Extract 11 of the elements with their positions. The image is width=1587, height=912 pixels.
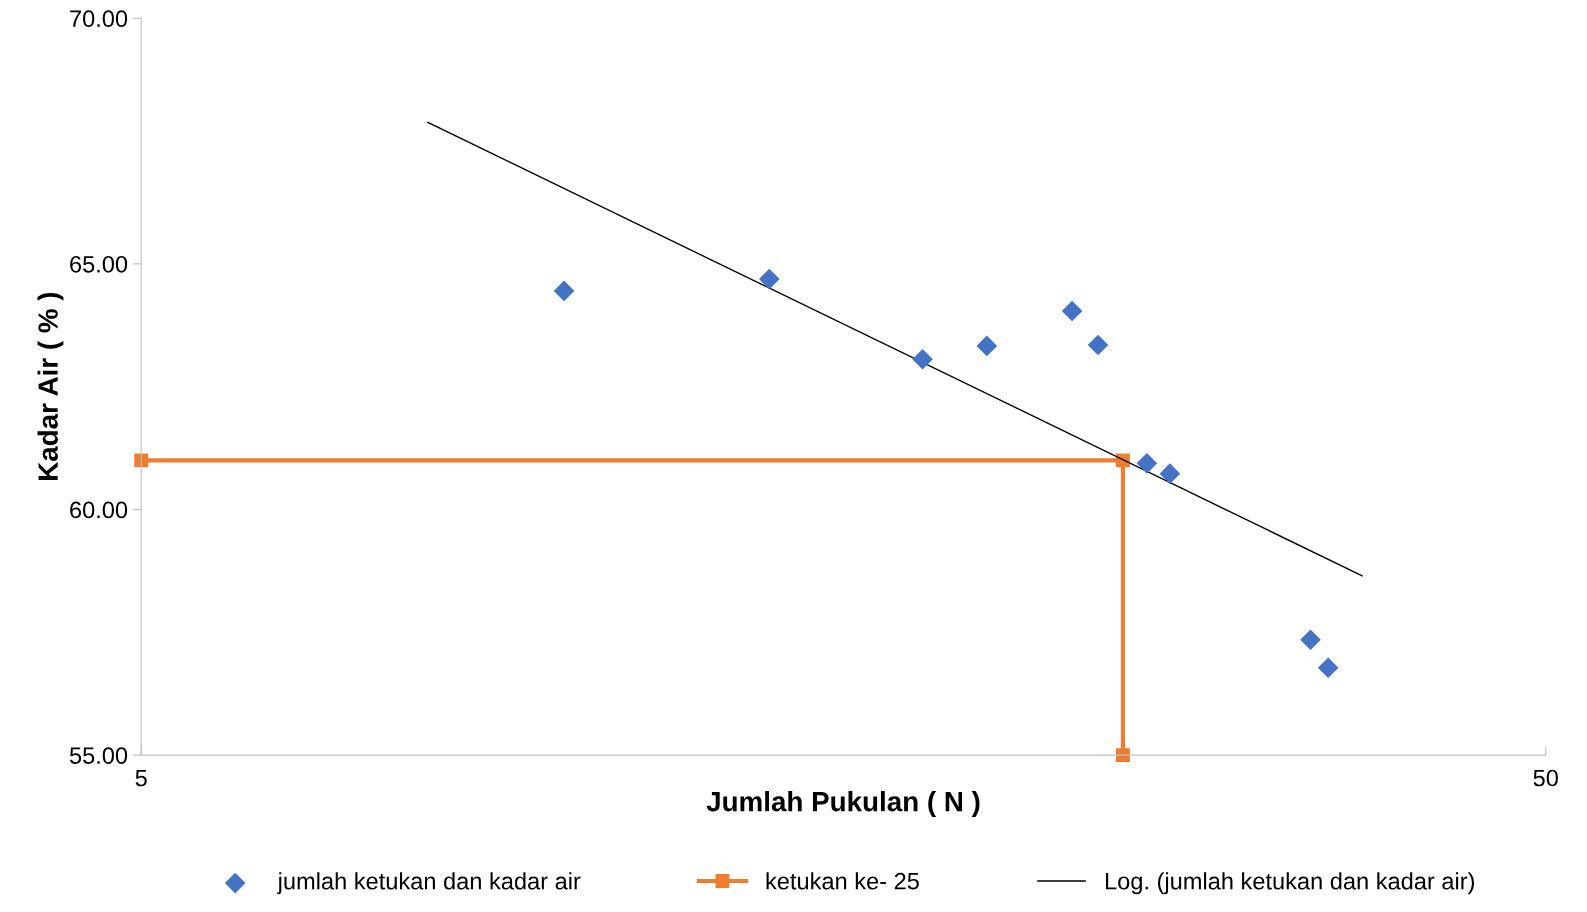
y-tick-label: 65.00 (70, 255, 128, 273)
y-tick-label: 55.00 (69, 747, 128, 764)
x-tick-label: 50 (1533, 769, 1558, 787)
y-tick-label: 70.00 (70, 10, 128, 28)
x-tick-label: 5 (135, 769, 147, 787)
legend-label: Log. (jumlah ketukan dan kadar air) (1105, 872, 1474, 895)
y-axis-title: Kadar Air ( % ) (37, 292, 64, 480)
y-tick-label: 60.00 (70, 501, 128, 519)
legend-label: jumlah ketukan dan kadar air (277, 872, 581, 895)
legend-label: ketukan ke- 25 (766, 872, 919, 890)
x-axis-title: Jumlah Pukulan ( N ) (706, 791, 980, 817)
